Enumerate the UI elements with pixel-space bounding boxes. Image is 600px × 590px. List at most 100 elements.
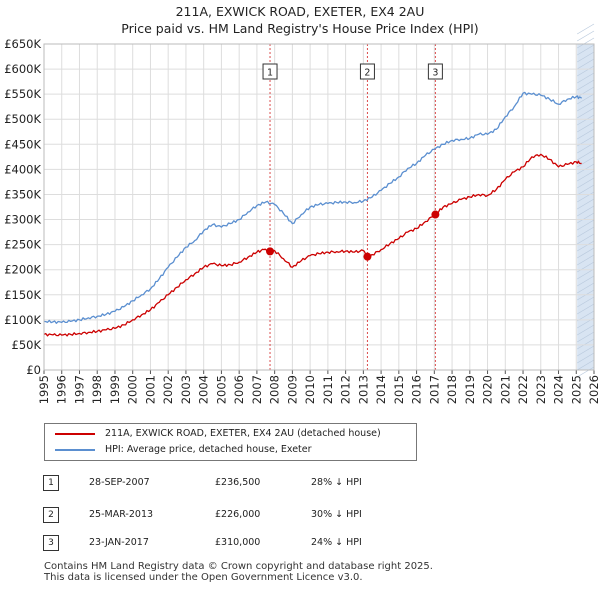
forecast-hatch [576, 275, 595, 287]
transaction-hpi-diff: 30% ↓ HPI [311, 509, 362, 520]
forecast-hatch [576, 65, 595, 77]
transaction-marker-box [427, 63, 443, 80]
x-tick-label: 2007 [250, 375, 264, 404]
forecast-hatch [576, 107, 595, 119]
y-tick-label: £650K [4, 37, 41, 51]
legend-swatch-property [55, 432, 95, 435]
y-tick-label: £300K [4, 213, 41, 227]
forecast-hatch [576, 310, 595, 322]
forecast-hatch [576, 226, 595, 238]
transaction-marker-label: 1 [267, 68, 273, 79]
forecast-hatch [576, 30, 595, 42]
transaction-badge: 2 [43, 507, 59, 523]
forecast-hatch [576, 37, 595, 49]
transaction-date: 25-MAR-2013 [89, 509, 154, 520]
transaction-marker-label: 3 [432, 68, 438, 79]
forecast-hatch [576, 359, 595, 371]
price-chart: 1 2 3 £0 £50K £100K £150K £200K £250K £300K £350K… [4, 23, 600, 404]
x-tick-label: 1999 [108, 375, 122, 404]
y-tick-label: £550K [4, 87, 41, 101]
legend-swatch-hpi [55, 448, 95, 451]
forecast-hatch [576, 184, 595, 196]
x-tick-label: 2024 [552, 375, 566, 404]
forecast-hatch [576, 205, 595, 217]
transaction-marker-label: 2 [364, 68, 370, 79]
forecast-hatch [576, 268, 595, 280]
x-tick-label: 1996 [55, 375, 69, 404]
forecast-hatch [576, 352, 595, 364]
x-tick-label: 2006 [232, 375, 246, 404]
transaction-point [431, 210, 440, 219]
forecast-hatch [576, 79, 595, 91]
forecast-hatch [576, 100, 595, 112]
x-tick-label: 2022 [516, 375, 530, 404]
forecast-hatch [576, 58, 595, 70]
x-tick-label: 2015 [392, 375, 406, 404]
forecast-hatch [576, 296, 595, 308]
x-tick-label: 2020 [481, 375, 495, 404]
x-tick-label: 2019 [463, 375, 477, 404]
x-tick-label: 1997 [72, 375, 86, 404]
x-tick-label: 2005 [214, 375, 228, 404]
x-tick-label: 2025 [569, 375, 583, 404]
transaction-row: 2 25-MAR-2013 £226,000 30% ↓ HPI [43, 505, 563, 525]
transaction-hpi-diff: 28% ↓ HPI [311, 477, 362, 488]
transaction-badge: 3 [43, 535, 59, 551]
transaction-badge: 1 [43, 475, 59, 491]
transaction-row: 3 23-JAN-2017 £310,000 24% ↓ HPI [43, 533, 563, 553]
y-tick-label: £400K [4, 162, 41, 176]
y-tick-label: £600K [4, 62, 41, 76]
forecast-hatch [576, 177, 595, 189]
y-tick-label: £150K [4, 288, 41, 302]
forecast-hatch [576, 345, 595, 357]
x-tick-label: 2003 [179, 375, 193, 404]
forecast-hatch [576, 121, 595, 133]
series-line-property [43, 153, 582, 337]
forecast-hatch [576, 212, 595, 224]
y-tick-label: £50K [12, 338, 42, 352]
y-tick-label: £350K [4, 187, 41, 201]
chart-title-address: 211A, EXWICK ROAD, EXETER, EX4 2AU [175, 4, 425, 19]
x-tick-label: 2009 [285, 375, 299, 404]
legend-label-hpi: HPI: Average price, detached house, Exet… [105, 444, 312, 455]
forecast-hatch [576, 198, 595, 210]
y-tick-label: £0 [26, 363, 41, 377]
transaction-price: £236,500 [215, 477, 261, 488]
x-tick-label: 2001 [143, 375, 157, 404]
forecast-hatch [576, 93, 595, 105]
forecast-hatch [576, 51, 595, 63]
y-tick-label: £100K [4, 313, 41, 327]
x-tick-label: 2021 [498, 375, 512, 404]
footer-license: This data is licensed under the Open Gov… [44, 572, 363, 583]
forecast-hatch [576, 23, 595, 35]
forecast-hatch [576, 114, 595, 126]
transaction-date: 28-SEP-2007 [89, 477, 150, 488]
forecast-hatch [576, 366, 595, 378]
x-tick-label: 2017 [427, 375, 441, 404]
forecast-hatch [576, 338, 595, 350]
forecast-hatch [576, 261, 595, 273]
transaction-price: £310,000 [215, 537, 261, 548]
x-tick-label: 2011 [321, 375, 335, 404]
x-tick-label: 2000 [126, 375, 140, 404]
x-tick-label: 2010 [303, 375, 317, 404]
forecast-hatch [576, 331, 595, 343]
legend-item-property: 211A, EXWICK ROAD, EXETER, EX4 2AU (deta… [55, 426, 381, 442]
forecast-hatch [576, 303, 595, 315]
forecast-hatch [576, 156, 595, 168]
transaction-date: 23-JAN-2017 [89, 537, 149, 548]
forecast-hatch [576, 219, 595, 231]
forecast-hatch [576, 233, 595, 245]
footer-copyright: Contains HM Land Registry data © Crown c… [44, 561, 433, 572]
legend-item-hpi: HPI: Average price, detached house, Exet… [55, 442, 312, 458]
transaction-point [266, 247, 275, 256]
series-line-hpi [43, 91, 582, 324]
footer-attribution: Contains HM Land Registry data © Crown c… [44, 561, 433, 583]
x-tick-label: 1995 [37, 375, 51, 404]
forecast-hatch [576, 170, 595, 182]
forecast-hatch [576, 324, 595, 336]
forecast-hatch [576, 240, 595, 252]
x-tick-label: 2002 [161, 375, 175, 404]
x-tick-label: 2004 [197, 375, 211, 404]
x-tick-label: 2014 [374, 375, 388, 404]
